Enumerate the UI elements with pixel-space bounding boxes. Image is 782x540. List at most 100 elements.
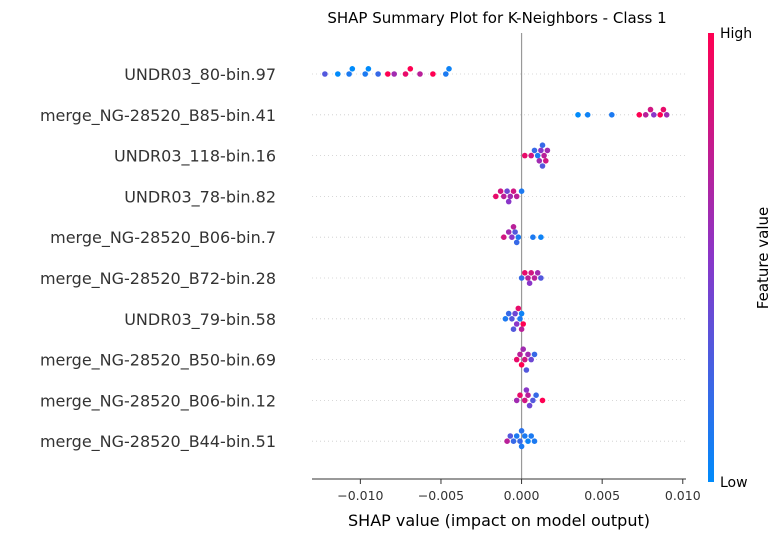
shap-point bbox=[513, 397, 520, 404]
shap-point bbox=[651, 112, 657, 118]
shap-point bbox=[518, 275, 525, 281]
x-axis-label: SHAP value (impact on model output) bbox=[348, 511, 650, 530]
feature-gridlines bbox=[312, 73, 686, 442]
shap-point bbox=[391, 71, 398, 77]
shap-point bbox=[512, 229, 518, 235]
shap-point bbox=[493, 193, 499, 200]
shap-point bbox=[517, 438, 523, 445]
shap-point bbox=[518, 188, 525, 194]
feature-label: merge_NG-28520_B06-bin.7 bbox=[50, 228, 276, 248]
shap-point bbox=[509, 234, 515, 240]
feature-label: UNDR03_78-bin.82 bbox=[124, 187, 276, 207]
shap-point bbox=[538, 275, 544, 281]
shap-point bbox=[362, 71, 369, 77]
shap-point bbox=[647, 106, 654, 113]
shap-point bbox=[636, 112, 643, 118]
shap-point bbox=[536, 158, 543, 164]
shap-point bbox=[575, 112, 581, 118]
shap-point bbox=[530, 397, 536, 404]
shap-point bbox=[525, 275, 531, 281]
feature-label: merge_NG-28520_B85-bin.41 bbox=[40, 106, 276, 126]
shap-point bbox=[525, 351, 531, 358]
shap-point bbox=[541, 152, 547, 159]
feature-label: UNDR03_79-bin.58 bbox=[124, 310, 276, 330]
shap-point bbox=[539, 163, 546, 169]
shap-point bbox=[365, 66, 372, 72]
shap-point bbox=[520, 346, 526, 353]
x-axis-ticks: −0.010 −0.005 0.000 0.005 0.010 bbox=[337, 479, 701, 503]
shap-point bbox=[510, 188, 517, 194]
shap-point bbox=[504, 438, 510, 445]
shap-point bbox=[515, 234, 522, 240]
shap-point bbox=[513, 239, 520, 246]
shap-point bbox=[385, 71, 391, 77]
shap-point bbox=[505, 198, 512, 205]
shap-point bbox=[544, 147, 551, 154]
shap-point bbox=[497, 188, 504, 194]
shap-point bbox=[349, 66, 356, 72]
shap-point bbox=[531, 438, 538, 445]
shap-point bbox=[523, 387, 530, 393]
x-tick-label: 0.000 bbox=[504, 488, 540, 503]
shap-point bbox=[528, 270, 534, 276]
colorbar bbox=[708, 33, 714, 482]
shap-point bbox=[539, 397, 546, 404]
shap-point bbox=[642, 112, 649, 118]
shap-point bbox=[430, 71, 436, 77]
shap-point bbox=[501, 234, 507, 240]
x-tick-label: 0.010 bbox=[665, 488, 701, 503]
shap-point bbox=[528, 433, 534, 439]
shap-point bbox=[507, 193, 514, 200]
shap-point bbox=[510, 224, 517, 230]
colorbar-low-label: Low bbox=[720, 475, 748, 491]
shap-point bbox=[525, 392, 531, 399]
shap-point bbox=[528, 356, 534, 363]
shap-point bbox=[509, 316, 515, 322]
shap-point bbox=[539, 142, 546, 148]
shap-point bbox=[504, 188, 510, 194]
shap-point bbox=[513, 433, 520, 439]
shap-point bbox=[507, 433, 514, 439]
shap-point bbox=[518, 326, 525, 333]
shap-point bbox=[609, 112, 615, 118]
shap-point bbox=[533, 392, 539, 399]
shap-point bbox=[510, 438, 517, 445]
shap-point bbox=[510, 326, 517, 333]
shap-point bbox=[517, 392, 523, 399]
shap-point bbox=[513, 321, 520, 327]
feature-label: merge_NG-28520_B72-bin.28 bbox=[40, 269, 276, 289]
colorbar-high-label: High bbox=[720, 26, 752, 42]
shap-point bbox=[528, 152, 534, 159]
shap-point bbox=[502, 316, 509, 322]
shap-point bbox=[525, 438, 531, 445]
x-tick-label: −0.010 bbox=[337, 488, 383, 503]
shap-point bbox=[505, 310, 512, 317]
shap-point bbox=[513, 193, 520, 200]
shap-point bbox=[522, 397, 528, 404]
feature-label: merge_NG-28520_B44-bin.51 bbox=[40, 432, 276, 452]
shap-point bbox=[657, 112, 663, 118]
shap-point bbox=[407, 66, 414, 72]
feature-labels: UNDR03_80-bin.97 merge_NG-28520_B85-bin.4… bbox=[40, 65, 276, 452]
shap-point bbox=[530, 234, 536, 240]
shap-point bbox=[512, 310, 518, 317]
shap-point bbox=[523, 367, 530, 373]
shap-point bbox=[402, 71, 409, 77]
chart-title: SHAP Summary Plot for K-Neighbors - Clas… bbox=[327, 9, 666, 27]
shap-point bbox=[520, 321, 526, 327]
shap-point bbox=[522, 356, 528, 363]
shap-point bbox=[501, 193, 507, 200]
shap-point bbox=[538, 147, 544, 154]
feature-label: merge_NG-28520_B06-bin.12 bbox=[40, 391, 276, 411]
shap-point bbox=[446, 66, 452, 72]
feature-label: UNDR03_80-bin.97 bbox=[124, 65, 276, 85]
shap-point bbox=[518, 428, 525, 434]
shap-point bbox=[517, 351, 523, 358]
shap-point bbox=[417, 71, 423, 77]
shap-point bbox=[518, 443, 525, 450]
shap-point bbox=[531, 275, 538, 281]
shap-point bbox=[526, 280, 533, 287]
shap-point bbox=[443, 71, 449, 77]
shap-point bbox=[522, 270, 528, 276]
